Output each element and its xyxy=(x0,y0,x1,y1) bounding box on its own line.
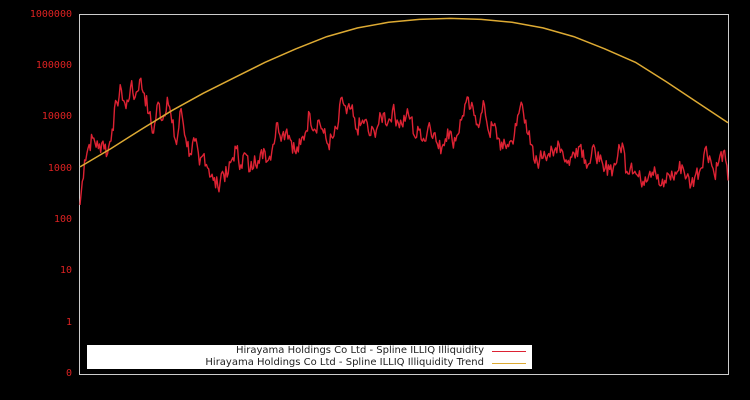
y-tick-label: 100 xyxy=(53,214,72,225)
y-tick-label: 1 xyxy=(65,317,72,328)
legend-label: Hirayama Holdings Co Ltd - Spline ILLIQ … xyxy=(235,345,484,356)
legend-label: Hirayama Holdings Co Ltd - Spline ILLIQ … xyxy=(205,357,484,368)
legend-swatch-gold xyxy=(492,362,526,364)
y-tick-label: 100000 xyxy=(35,60,72,71)
legend-item-trend: Hirayama Holdings Co Ltd - Spline ILLIQ … xyxy=(205,357,526,369)
illiquidity-trend-line xyxy=(79,17,729,168)
series-layer xyxy=(79,17,729,205)
y-tick-label: 10000 xyxy=(41,111,72,122)
plot-frame xyxy=(79,14,729,375)
illiquidity-line xyxy=(79,77,729,205)
legend-swatch-red xyxy=(492,350,526,352)
legend-item-illiquidity: Hirayama Holdings Co Ltd - Spline ILLIQ … xyxy=(236,345,526,357)
y-tick-label: 1000000 xyxy=(29,9,72,20)
y-tick-label: 1000 xyxy=(47,163,72,174)
y-tick-label: 0 xyxy=(65,368,72,379)
chart-legend: Hirayama Holdings Co Ltd - Spline ILLIQ … xyxy=(87,345,532,369)
y-tick-label: 10 xyxy=(59,265,72,276)
